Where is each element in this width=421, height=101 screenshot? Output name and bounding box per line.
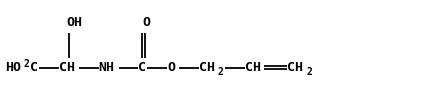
Text: C: C (139, 61, 147, 74)
Text: CH: CH (59, 61, 75, 74)
Text: HO: HO (5, 61, 21, 74)
Text: C: C (30, 61, 38, 74)
Text: CH: CH (288, 61, 304, 74)
Text: CH: CH (245, 61, 261, 74)
Text: 2: 2 (218, 67, 224, 77)
Text: 2: 2 (23, 59, 29, 69)
Text: 2: 2 (306, 67, 312, 77)
Text: O: O (167, 61, 175, 74)
Text: NH: NH (99, 61, 115, 74)
Text: O: O (142, 16, 150, 29)
Text: OH: OH (66, 16, 82, 29)
Text: CH: CH (199, 61, 215, 74)
